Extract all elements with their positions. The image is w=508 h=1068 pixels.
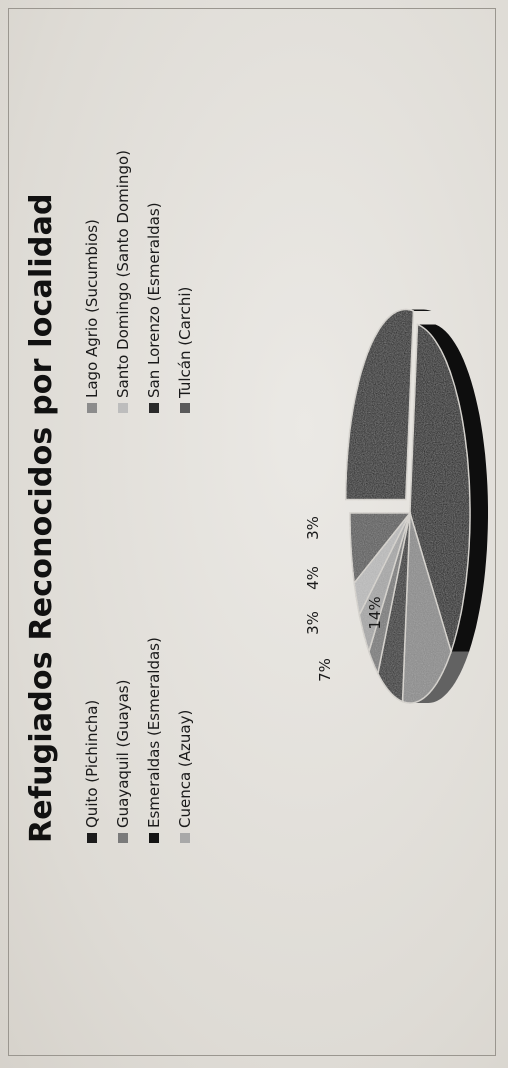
pie-data-label: 3% (304, 611, 322, 635)
pie-slice-side (409, 651, 470, 703)
pie-slice (368, 512, 411, 676)
pie-data-label: 7% (316, 658, 334, 682)
pie-slice (377, 512, 411, 703)
pie-data-label: 3% (304, 516, 322, 540)
pie-data-label: 14% (366, 596, 384, 629)
pie-slice (353, 512, 411, 618)
pie-slice (409, 323, 471, 655)
slide-frame (8, 8, 496, 1056)
pie-data-label: 4% (304, 566, 322, 590)
pie-slice (358, 512, 411, 654)
pie-slice (349, 512, 412, 585)
pie-slice (345, 308, 415, 501)
pie-slice-side (417, 324, 488, 652)
pie-slices (345, 308, 488, 704)
pie-data-labels: 14% 7% 3% 4% 3% (304, 516, 384, 682)
pie-slice (401, 512, 452, 704)
